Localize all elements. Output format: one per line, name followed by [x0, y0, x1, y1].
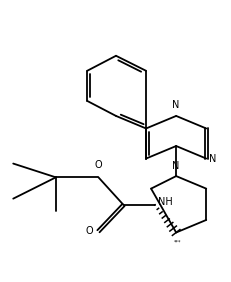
Text: NH: NH: [157, 197, 172, 208]
Text: O: O: [85, 226, 93, 236]
Text: ***: ***: [173, 239, 180, 244]
Text: N: N: [208, 153, 215, 164]
Text: O: O: [94, 160, 102, 170]
Text: N: N: [172, 160, 179, 171]
Text: N: N: [172, 100, 179, 111]
